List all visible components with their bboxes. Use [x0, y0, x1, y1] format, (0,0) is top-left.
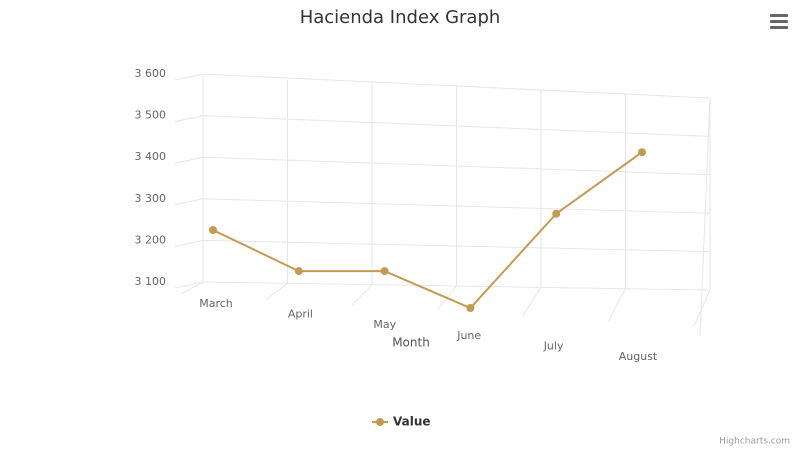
y-tick-label: 3 500	[135, 109, 167, 122]
data-point	[294, 267, 303, 276]
x-axis-title: Month	[392, 336, 430, 350]
data-point	[552, 209, 561, 218]
menu-bar	[770, 14, 788, 17]
legend-marker	[376, 418, 384, 426]
x-tick-label: May	[373, 318, 396, 331]
y-tick-label: 3 600	[135, 67, 167, 80]
floor-line	[608, 288, 626, 321]
floor-line	[180, 281, 204, 295]
legend-label[interactable]: Value	[393, 415, 431, 429]
chart-title: Hacienda Index Graph	[300, 7, 501, 28]
grid-line	[174, 198, 711, 214]
x-tick-label: July	[543, 339, 564, 352]
data-point	[466, 304, 475, 312]
side-wall	[699, 97, 711, 337]
data-point	[380, 267, 389, 276]
floor-line	[266, 282, 288, 300]
grid-line	[174, 115, 711, 137]
grid-line	[174, 281, 711, 291]
x-tick-label: April	[288, 308, 313, 321]
floor-line	[693, 289, 711, 327]
credits[interactable]: Highcharts.com	[719, 437, 790, 447]
y-tick-label: 3 200	[135, 233, 167, 246]
y-tick-label: 3 400	[135, 150, 167, 163]
floor-line	[351, 284, 373, 306]
series-line	[212, 151, 643, 310]
data-point	[638, 148, 646, 157]
y-tick-label: 3 300	[135, 192, 167, 205]
y-tick-label: 3 100	[135, 275, 167, 288]
grid-line	[174, 239, 711, 253]
x-tick-label: March	[199, 297, 233, 310]
x-tick-label: August	[619, 350, 658, 363]
menu-bar	[770, 26, 788, 29]
data-point	[209, 226, 217, 235]
grid-line	[174, 156, 711, 176]
floor-line	[522, 287, 542, 316]
x-tick-label: June	[456, 329, 481, 342]
menu-bar	[770, 20, 788, 23]
grid-line	[174, 73, 711, 99]
menu-button[interactable]	[770, 14, 788, 29]
